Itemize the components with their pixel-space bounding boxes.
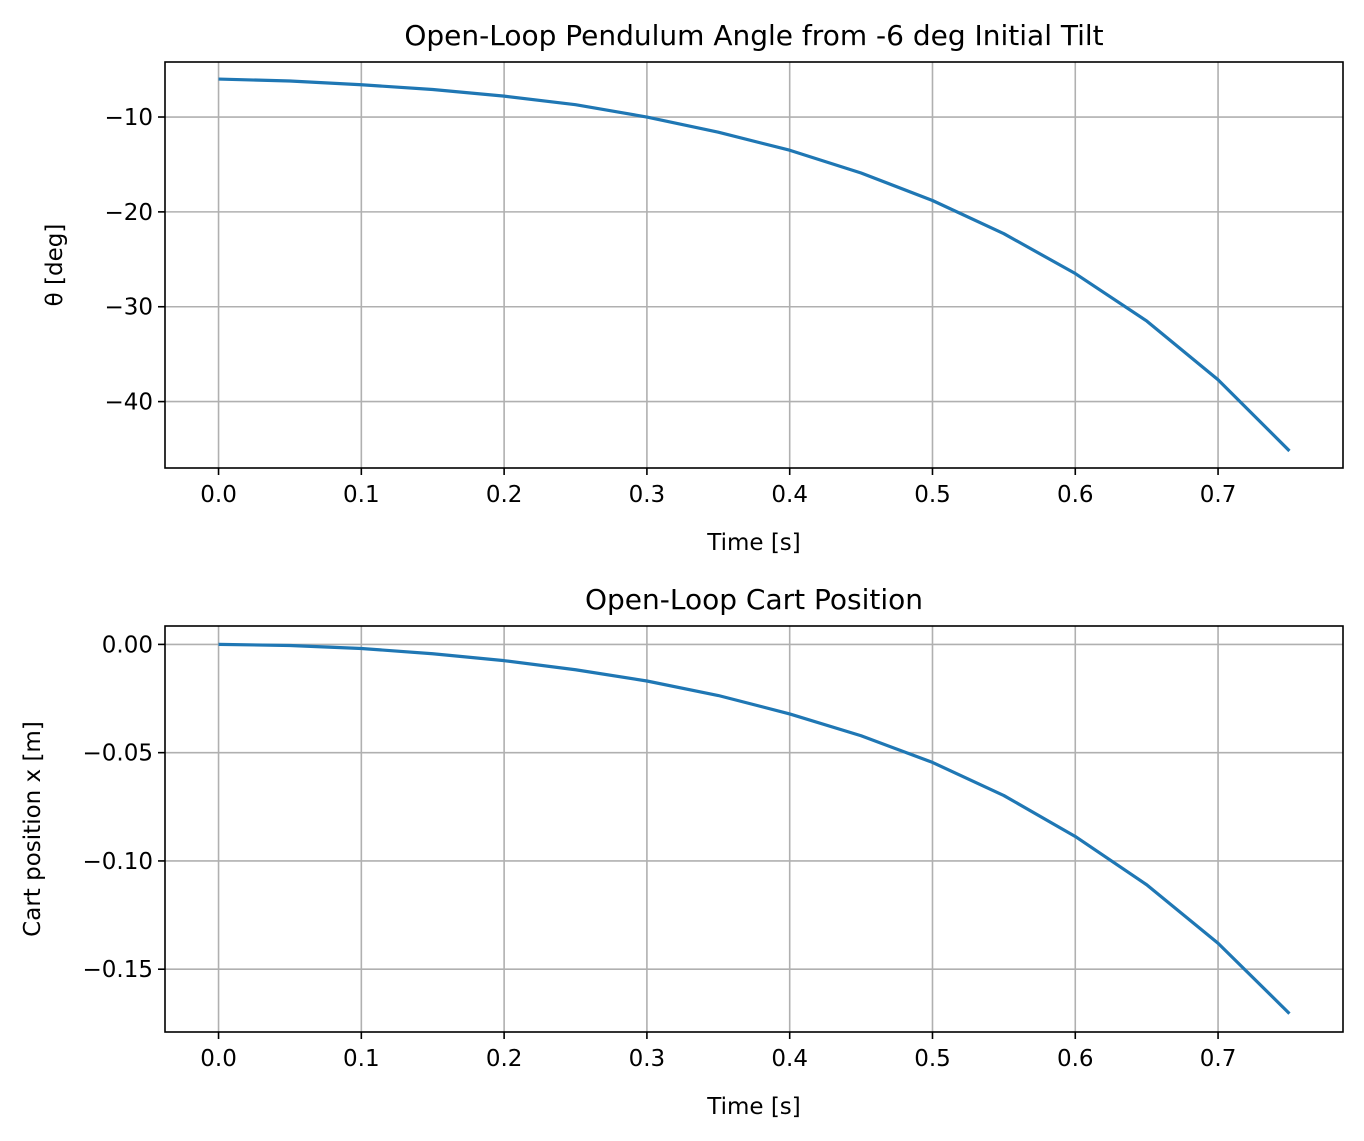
angle-y-tick-label: −10	[104, 105, 153, 131]
angle-y-tick-label: −30	[104, 295, 153, 321]
cart-y-tick-label: −0.10	[83, 849, 153, 875]
angle-x-tick-label: 0.0	[200, 482, 237, 508]
angle-y-tick-label: −20	[104, 200, 153, 226]
angle-x-tick-label: 0.4	[771, 482, 808, 508]
cart-x-tick-label: 0.5	[914, 1046, 951, 1072]
cart-position-chart: Open-Loop Cart Position 0.0 0.1 0.2 0.3 0.4 0…	[20, 583, 1344, 1120]
cart-x-tick-label: 0.1	[343, 1046, 380, 1072]
angle-plot-frame	[164, 61, 1344, 469]
angle-y-axis-label: θ [deg]	[42, 224, 68, 307]
angle-x-tick-label: 0.5	[914, 482, 951, 508]
cart-x-axis-label: Time [s]	[706, 1094, 801, 1120]
cart-plot-frame	[164, 625, 1344, 1033]
angle-y-tick-label: −40	[104, 390, 153, 416]
angle-x-tick-label: 0.1	[343, 482, 380, 508]
cart-y-tick-label: −0.05	[83, 741, 153, 767]
angle-x-tick-label: 0.7	[1200, 482, 1237, 508]
cart-x-tick-label: 0.4	[771, 1046, 808, 1072]
angle-x-tick-label: 0.2	[486, 482, 523, 508]
cart-x-tick-label: 0.3	[629, 1046, 666, 1072]
angle-x-tick-label: 0.3	[629, 482, 666, 508]
cart-y-tick-label: −0.15	[83, 957, 153, 983]
cart-x-tick-label: 0.7	[1200, 1046, 1237, 1072]
angle-x-tick-label: 0.6	[1057, 482, 1094, 508]
angle-series-line	[218, 77, 1291, 453]
cart-x-tick-label: 0.0	[200, 1046, 237, 1072]
cart-series-line	[218, 642, 1291, 1015]
cart-x-tick-label: 0.6	[1057, 1046, 1094, 1072]
cart-y-tick-label: 0.00	[102, 632, 153, 658]
cart-x-tick-label: 0.2	[486, 1046, 523, 1072]
angle-chart: Open-Loop Pendulum Angle from -6 deg Ini…	[42, 19, 1344, 556]
cart-position-chart-title: Open-Loop Cart Position	[585, 583, 923, 616]
cart-y-axis-label: Cart position x [m]	[20, 721, 46, 937]
angle-x-axis-label: Time [s]	[706, 530, 801, 556]
angle-chart-title: Open-Loop Pendulum Angle from -6 deg Ini…	[404, 19, 1103, 52]
